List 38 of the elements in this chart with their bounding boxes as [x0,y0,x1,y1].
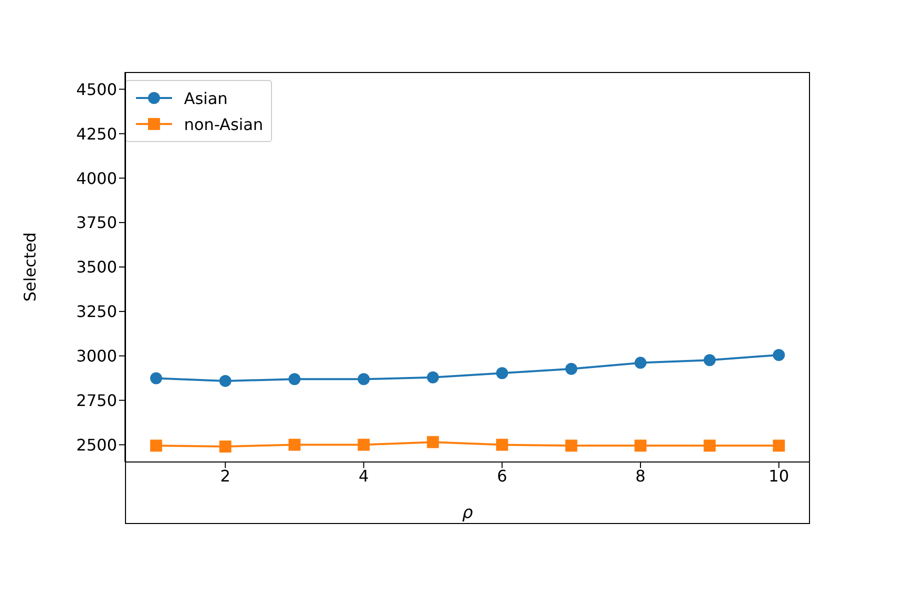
y-tick-label: 4500 [76,80,117,99]
legend-label: Asian [184,88,228,108]
point [704,354,716,366]
point [634,440,646,452]
legend-label: non-Asian [184,114,264,134]
point [150,440,162,452]
point [358,438,370,451]
point [358,373,370,386]
y-axis-title: Selected [20,232,40,302]
point [426,371,439,384]
point [496,438,508,451]
point [219,374,232,387]
point [219,440,232,453]
point [150,372,162,384]
point [565,440,578,452]
point [772,348,785,361]
point [704,440,716,452]
x-tick-label: 2 [220,466,230,486]
x-tick-label: 4 [358,466,369,486]
point [772,440,785,452]
y-tick-label: 2750 [76,391,117,410]
x-axis-title: ρ [462,503,474,523]
y-tick-label: 3750 [76,213,117,232]
y-tick-label: 3250 [76,302,117,322]
point [288,438,301,451]
point [634,356,646,369]
y-tick-label: 4250 [76,124,117,144]
y-tick-label: 4000 [76,168,117,188]
point [496,367,508,380]
y-tick-label: 3500 [76,258,117,277]
y-tick-label: 2500 [76,435,117,454]
y-tick-label: 3000 [76,346,117,366]
point [288,373,301,386]
x-tick-label: 8 [635,466,646,486]
point [565,362,578,375]
x-tick-label: 6 [497,466,508,486]
point [426,436,439,448]
x-tick-label: 10 [768,466,790,486]
